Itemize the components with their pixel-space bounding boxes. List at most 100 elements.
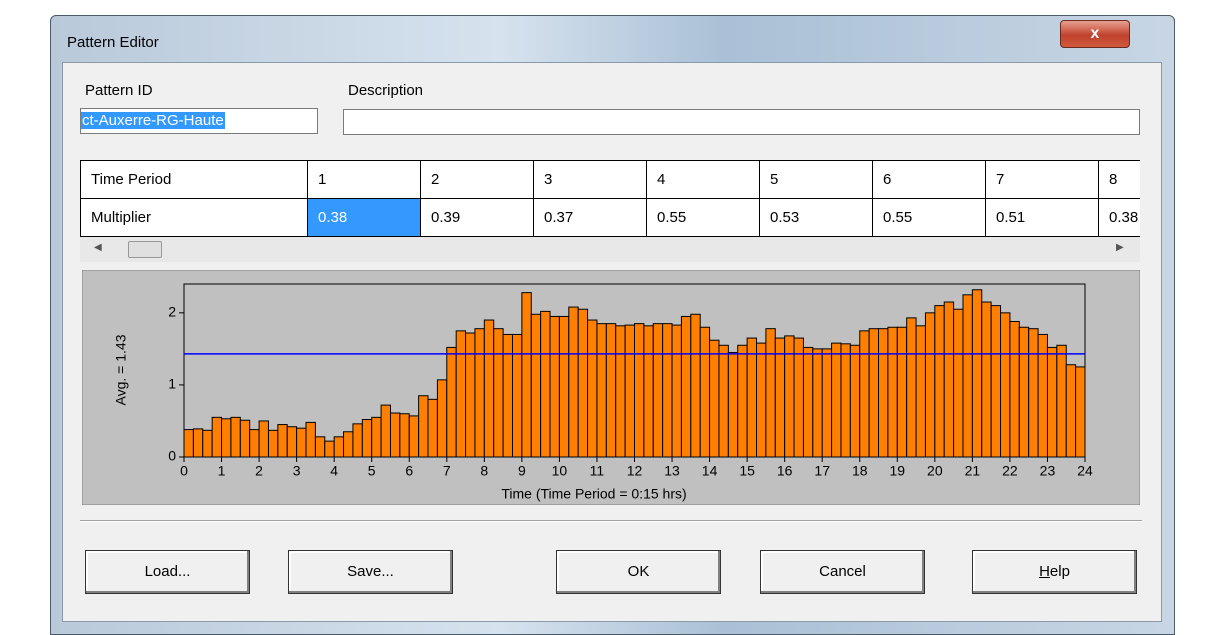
bar (971, 289, 983, 458)
scroll-thumb[interactable] (128, 241, 162, 258)
bar (446, 346, 457, 458)
bar (896, 326, 908, 458)
bar (793, 337, 804, 458)
x-tick-label: 13 (664, 463, 680, 479)
bar (662, 323, 673, 458)
bar (1046, 346, 1058, 458)
bar (709, 339, 720, 458)
bar (558, 315, 570, 458)
bar (671, 324, 682, 458)
bar (221, 418, 232, 458)
bar (305, 421, 316, 458)
period-header: 8 (1099, 161, 1140, 199)
scrollbar[interactable]: ◀ ▶ (80, 237, 1140, 262)
bar (943, 301, 955, 458)
bar (267, 429, 279, 458)
description-input[interactable] (343, 109, 1140, 135)
bar (183, 429, 194, 458)
bar (746, 337, 758, 458)
bar (314, 436, 326, 458)
multiplier-cell[interactable]: 0.38 (1099, 199, 1140, 237)
bar (624, 324, 635, 458)
bar (540, 310, 551, 458)
bar (1037, 333, 1048, 458)
bar (568, 306, 579, 458)
scroll-left-arrow[interactable]: ◀ (94, 242, 102, 253)
bar (756, 342, 767, 458)
button[interactable]: Cancel (760, 550, 925, 594)
multiplier-cell[interactable]: 0.51 (986, 199, 1099, 237)
bar (1065, 364, 1077, 458)
button-label: Help (1039, 563, 1070, 580)
bar (1056, 344, 1067, 458)
window-title: Pattern Editor (67, 34, 159, 51)
bar (352, 423, 363, 458)
bar (634, 323, 645, 458)
bar (887, 326, 898, 458)
bar (849, 344, 861, 458)
bar (521, 292, 532, 458)
bar (587, 319, 598, 458)
bar (924, 312, 936, 458)
x-tick-label: 24 (1077, 463, 1093, 479)
page: Pattern Editor x Pattern ID Description … (50, 15, 1175, 635)
period-header: 3 (534, 161, 647, 199)
x-tick-label: 10 (552, 463, 568, 479)
bar (915, 325, 926, 458)
multiplier-cell[interactable]: 0.53 (760, 199, 873, 237)
bar (399, 413, 410, 458)
x-tick-label: 1 (218, 463, 226, 479)
multiplier-cell[interactable]: 0.37 (534, 199, 647, 237)
bar (371, 416, 382, 458)
x-axis-label: Time (Time Period = 0:15 hrs) (501, 486, 686, 502)
x-tick-label: 8 (480, 463, 488, 479)
separator (80, 520, 1142, 522)
bar (802, 346, 814, 458)
pattern-id-input[interactable]: ct-Auxerre-RG-Haute (80, 108, 318, 134)
bar (878, 328, 889, 458)
bar (953, 308, 964, 458)
bar (211, 416, 223, 458)
bar (615, 325, 626, 458)
x-tick-label: 14 (702, 463, 718, 479)
close-button[interactable]: x (1060, 20, 1130, 48)
bar (737, 344, 748, 458)
bar (258, 420, 269, 458)
bar (990, 305, 1002, 458)
bar (493, 328, 504, 458)
bar (652, 323, 664, 458)
bar (389, 412, 401, 458)
button[interactable]: OK (556, 550, 721, 594)
bar (906, 317, 917, 458)
multiplier-grid[interactable]: Time Period Multiplier 1 0.38 2 0.39 3 0.37 4 0.5… (80, 160, 1140, 237)
x-tick-label: 3 (293, 463, 301, 479)
multiplier-cell[interactable]: 0.38 (308, 199, 421, 237)
scroll-right-arrow[interactable]: ▶ (1116, 242, 1124, 253)
bar (821, 348, 833, 458)
multiplier-cell[interactable]: 0.39 (421, 199, 534, 237)
bar (596, 323, 607, 458)
x-tick-label: 7 (443, 463, 451, 479)
button[interactable]: Load... (85, 550, 250, 594)
bar (296, 427, 307, 458)
multiplier-cell[interactable]: 0.55 (647, 199, 760, 237)
x-tick-label: 19 (890, 463, 906, 479)
bar (549, 315, 560, 458)
bar (361, 419, 373, 458)
bar (333, 436, 345, 458)
row-header: Multiplier (81, 199, 308, 237)
bar (436, 379, 448, 458)
button[interactable]: Help (972, 550, 1137, 594)
x-tick-label: 21 (965, 463, 981, 479)
bar (502, 333, 513, 458)
bar (680, 315, 692, 458)
x-tick-label: 22 (1002, 463, 1018, 479)
bar (981, 301, 992, 458)
bar (812, 348, 823, 458)
x-tick-label: 16 (777, 463, 793, 479)
multiplier-cell[interactable]: 0.55 (873, 199, 986, 237)
button-label: Cancel (819, 563, 866, 580)
row-header: Time Period (81, 161, 308, 199)
button[interactable]: Save... (288, 550, 453, 594)
period-header: 4 (647, 161, 760, 199)
